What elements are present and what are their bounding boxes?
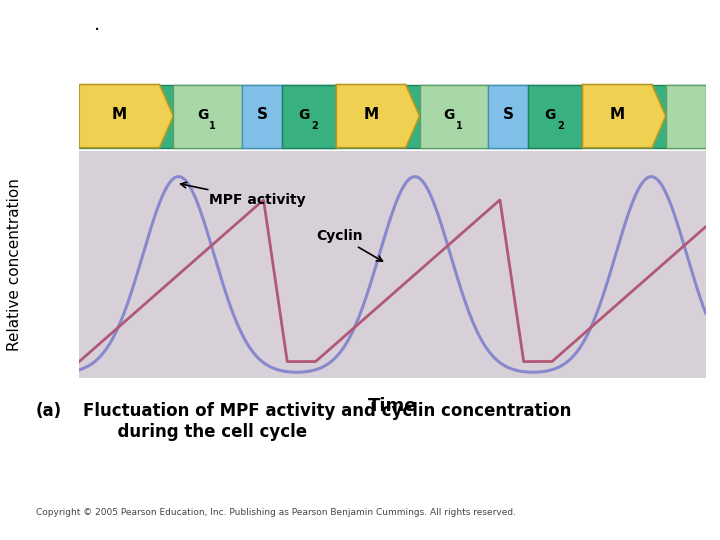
Text: 1: 1: [456, 121, 462, 131]
Text: Cyclin: Cyclin: [316, 229, 382, 261]
Polygon shape: [582, 84, 666, 147]
Text: 1: 1: [210, 121, 216, 131]
FancyBboxPatch shape: [242, 84, 282, 147]
Text: Time: Time: [368, 397, 417, 415]
FancyBboxPatch shape: [79, 84, 706, 147]
Text: Copyright © 2005 Pearson Education, Inc. Publishing as Pearson Benjamin Cummings: Copyright © 2005 Pearson Education, Inc.…: [36, 508, 516, 517]
Text: S: S: [256, 107, 268, 122]
Polygon shape: [336, 84, 420, 147]
Text: M: M: [364, 107, 379, 122]
Text: G: G: [544, 107, 556, 122]
Text: Relative concentration: Relative concentration: [7, 178, 22, 351]
FancyBboxPatch shape: [488, 84, 528, 147]
Text: 2: 2: [311, 121, 318, 131]
Text: MPF activity: MPF activity: [181, 183, 306, 207]
Text: S: S: [503, 107, 514, 122]
FancyBboxPatch shape: [282, 84, 336, 147]
Text: G: G: [444, 107, 454, 122]
FancyBboxPatch shape: [528, 84, 582, 147]
Text: G: G: [298, 107, 310, 122]
Text: M: M: [610, 107, 625, 122]
FancyBboxPatch shape: [174, 84, 242, 147]
FancyBboxPatch shape: [666, 84, 706, 147]
Text: Fluctuation of MPF activity and cyclin concentration
      during the cell cycle: Fluctuation of MPF activity and cyclin c…: [83, 402, 571, 441]
Text: .: .: [94, 15, 100, 34]
Polygon shape: [79, 84, 174, 147]
Text: (a): (a): [36, 402, 62, 420]
Text: M: M: [112, 107, 127, 122]
Text: G: G: [197, 107, 208, 122]
FancyBboxPatch shape: [420, 84, 488, 147]
Text: 2: 2: [557, 121, 564, 131]
